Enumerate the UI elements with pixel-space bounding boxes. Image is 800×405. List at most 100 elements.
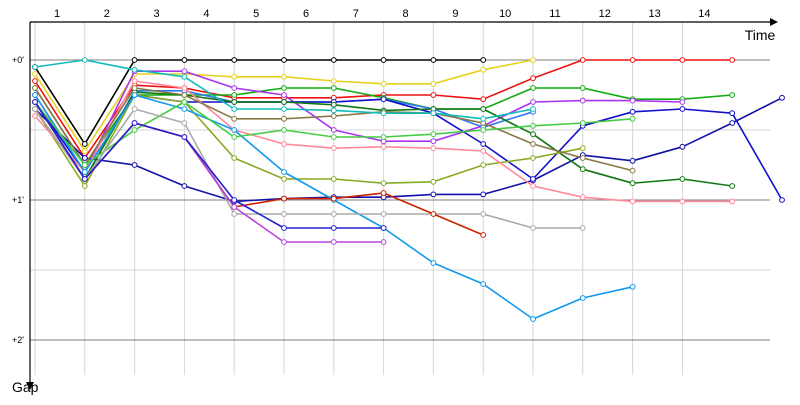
series-point-7-10 — [530, 176, 536, 182]
series-point-18-4 — [231, 197, 238, 203]
series-point-2-12 — [629, 57, 636, 63]
series-point-1-8 — [430, 80, 437, 87]
series-point-10-0 — [32, 113, 38, 119]
gap-tick-label-0: +0' — [12, 55, 24, 65]
series-point-10-14 — [729, 198, 736, 205]
series-point-2-10 — [530, 75, 536, 82]
series-point-8-11 — [579, 166, 586, 173]
series-line-6 — [34, 97, 783, 203]
series-line-15 — [34, 108, 583, 229]
series-point-11-11 — [579, 155, 586, 161]
series-point-10-9 — [480, 148, 487, 154]
series-point-15-2 — [131, 106, 138, 112]
series-point-15-4 — [231, 211, 238, 217]
series-point-14-4 — [231, 134, 238, 140]
x-axis-arrowhead — [770, 18, 778, 26]
series-point-4-6 — [330, 127, 337, 133]
series-point-12-2 — [131, 66, 138, 73]
series-point-10-5 — [281, 141, 287, 147]
series-point-0-3 — [181, 57, 188, 63]
series-point-4-4 — [231, 85, 238, 91]
series-point-1-5 — [281, 73, 287, 80]
series-point-12-8 — [430, 110, 437, 117]
series-point-7-12 — [629, 108, 636, 115]
series-point-13-11 — [579, 295, 586, 301]
series-point-1-0 — [32, 71, 38, 77]
series-point-1-9 — [480, 66, 487, 73]
series-point-6-1 — [81, 155, 88, 161]
series-point-17-5 — [281, 239, 287, 245]
series-point-8-5 — [281, 99, 287, 105]
x-axis-title: Time — [745, 27, 776, 43]
series-point-14-5 — [281, 127, 287, 133]
series-point-11-0 — [32, 85, 38, 91]
series-point-1-4 — [231, 73, 238, 80]
series-point-4-13 — [679, 99, 686, 105]
series-point-17-4 — [231, 204, 238, 210]
series-point-11-6 — [330, 113, 337, 119]
series-point-17-6 — [330, 239, 337, 245]
series-point-0-7 — [380, 57, 387, 63]
series-point-13-0 — [32, 92, 38, 98]
series-point-13-3 — [181, 106, 188, 112]
series-point-2-13 — [679, 57, 686, 63]
grid-layer — [30, 22, 770, 375]
series-point-4-12 — [629, 97, 636, 104]
series-point-12-3 — [181, 73, 188, 80]
series-point-7-13 — [679, 106, 686, 112]
series-point-15-11 — [579, 225, 586, 231]
series-point-10-13 — [679, 198, 686, 205]
lap-tick-label-11: 11 — [549, 8, 560, 20]
series-point-7-14 — [729, 110, 736, 117]
series-point-9-1 — [81, 183, 88, 189]
series-point-10-12 — [629, 198, 636, 205]
series-point-8-6 — [330, 101, 337, 108]
series-point-13-1 — [81, 169, 88, 175]
lap-tick-label-4: 4 — [203, 8, 209, 20]
series-point-11-12 — [629, 167, 636, 174]
series-point-6-15 — [779, 94, 785, 101]
series-line-0 — [34, 59, 484, 145]
series-point-8-14 — [729, 183, 736, 189]
series-point-4-8 — [430, 138, 437, 145]
gap-tick-label-2: +2' — [12, 335, 24, 345]
series-point-10-7 — [380, 143, 387, 150]
series-point-13-9 — [480, 281, 487, 287]
series-point-14-6 — [330, 134, 337, 140]
series-point-10-8 — [430, 145, 437, 152]
series-point-7-9 — [480, 141, 487, 147]
lap-tick-label-2: 2 — [104, 8, 110, 20]
series-point-10-2 — [131, 78, 138, 84]
series-point-9-7 — [380, 180, 387, 187]
series-point-6-13 — [679, 143, 686, 150]
series-point-13-4 — [231, 127, 238, 133]
series-point-6-2 — [131, 162, 138, 168]
series-point-15-0 — [32, 106, 38, 112]
series-point-18-5 — [281, 225, 287, 231]
series-point-14-9 — [480, 127, 487, 133]
series-point-13-8 — [430, 260, 437, 266]
series-point-14-3 — [181, 99, 188, 105]
lap-tick-label-1: 1 — [54, 8, 60, 20]
series-point-14-7 — [380, 134, 387, 140]
series-point-1-6 — [330, 78, 337, 84]
series-point-6-9 — [480, 191, 487, 198]
series-point-17-7 — [380, 239, 387, 245]
series-point-1-10 — [530, 57, 536, 63]
series-point-13-12 — [629, 283, 636, 290]
series-point-9-10 — [530, 155, 536, 161]
series-point-3-4 — [231, 92, 238, 98]
series-point-2-8 — [430, 92, 437, 98]
series-point-0-9 — [480, 57, 487, 63]
lap-tick-label-5: 5 — [253, 8, 259, 20]
y-axis-title: Gap — [12, 379, 39, 395]
series-point-14-1 — [81, 162, 88, 168]
series-point-14-2 — [131, 127, 138, 133]
series-point-16-9 — [480, 232, 487, 238]
series-point-8-13 — [679, 176, 686, 182]
series-point-11-5 — [281, 115, 287, 122]
series-point-15-6 — [330, 211, 337, 217]
series-point-10-10 — [530, 183, 536, 189]
series-layer — [32, 57, 785, 322]
